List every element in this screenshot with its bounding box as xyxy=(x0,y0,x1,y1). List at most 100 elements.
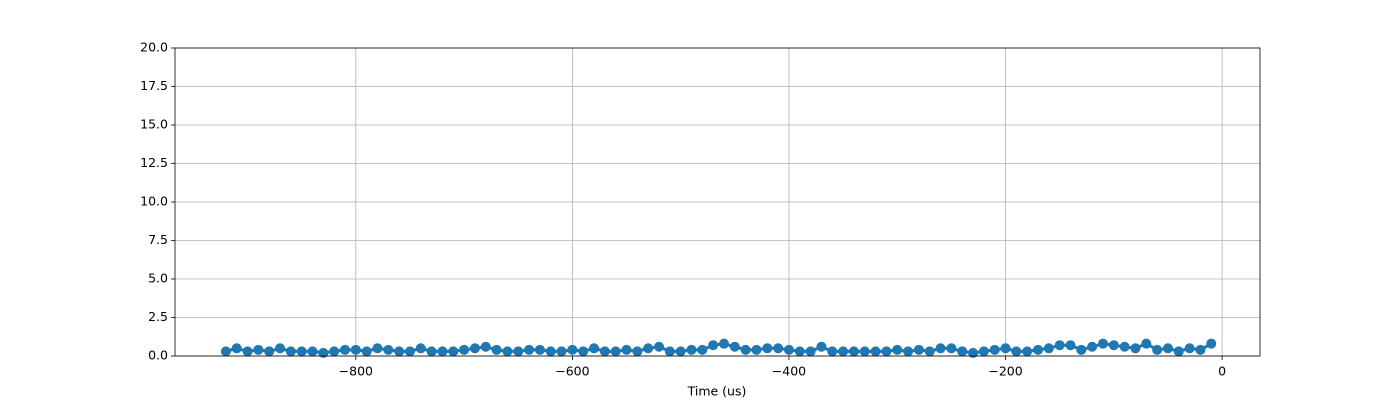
point xyxy=(654,341,665,352)
point xyxy=(881,346,892,357)
point xyxy=(459,344,470,355)
point xyxy=(697,344,708,355)
point xyxy=(589,343,600,354)
point xyxy=(816,341,827,352)
point xyxy=(1065,340,1076,351)
x-tick-label: −400 xyxy=(772,364,806,379)
x-tick-label: −800 xyxy=(339,364,373,379)
point xyxy=(1162,343,1173,354)
point xyxy=(859,346,870,357)
point xyxy=(350,344,361,355)
x-tick-label: −600 xyxy=(555,364,589,379)
point xyxy=(1206,338,1217,349)
y-tick-label: 2.5 xyxy=(148,309,168,324)
point xyxy=(643,343,654,354)
y-tick-label: 20.0 xyxy=(140,40,168,55)
point xyxy=(989,344,1000,355)
point xyxy=(1033,344,1044,355)
point xyxy=(372,343,383,354)
y-tick-label: 0.0 xyxy=(148,348,168,363)
point xyxy=(827,346,838,357)
point xyxy=(1119,341,1130,352)
point xyxy=(729,341,740,352)
point xyxy=(340,344,351,355)
point xyxy=(664,346,675,357)
point xyxy=(599,346,610,357)
point xyxy=(394,346,405,357)
point xyxy=(632,346,643,357)
point xyxy=(513,346,524,357)
point xyxy=(1195,344,1206,355)
point xyxy=(1000,343,1011,354)
point xyxy=(253,344,264,355)
point xyxy=(1097,338,1108,349)
point xyxy=(275,343,286,354)
point xyxy=(838,346,849,357)
point xyxy=(502,346,513,357)
point xyxy=(264,346,275,357)
point xyxy=(437,346,448,357)
x-tick-label: −200 xyxy=(988,364,1022,379)
x-axis-label: Time (us) xyxy=(687,384,747,399)
point xyxy=(1130,343,1141,354)
point xyxy=(556,346,567,357)
point xyxy=(924,346,935,357)
point xyxy=(1087,341,1098,352)
point xyxy=(426,346,437,357)
point xyxy=(848,346,859,357)
point xyxy=(718,338,729,349)
point xyxy=(524,344,535,355)
point xyxy=(783,344,794,355)
point xyxy=(578,346,589,357)
point xyxy=(545,346,556,357)
point xyxy=(296,346,307,357)
point xyxy=(480,341,491,352)
y-tick-label: 15.0 xyxy=(140,117,168,132)
point xyxy=(469,343,480,354)
point xyxy=(491,344,502,355)
point xyxy=(762,343,773,354)
point xyxy=(404,346,415,357)
plot-frame xyxy=(174,47,1261,357)
point xyxy=(935,343,946,354)
point xyxy=(383,344,394,355)
point xyxy=(610,346,621,357)
point xyxy=(903,346,914,357)
y-tick-label: 5.0 xyxy=(148,271,168,286)
point xyxy=(773,343,784,354)
point xyxy=(361,346,372,357)
point xyxy=(220,346,231,357)
point xyxy=(1108,340,1119,351)
point xyxy=(1076,344,1087,355)
point xyxy=(1184,343,1195,354)
point xyxy=(1141,338,1152,349)
y-tick-label: 7.5 xyxy=(148,232,168,247)
y-tick-label: 12.5 xyxy=(140,155,168,170)
point xyxy=(751,344,762,355)
point xyxy=(318,347,329,358)
point xyxy=(415,343,426,354)
point xyxy=(870,346,881,357)
point xyxy=(567,344,578,355)
point xyxy=(1022,346,1033,357)
point xyxy=(675,346,686,357)
point xyxy=(686,344,697,355)
point xyxy=(708,340,719,351)
point xyxy=(913,344,924,355)
point xyxy=(1152,344,1163,355)
point xyxy=(231,343,242,354)
x-tick-label: 0 xyxy=(1218,364,1226,379)
point xyxy=(892,344,903,355)
point xyxy=(285,346,296,357)
y-tick-label: 17.5 xyxy=(140,78,168,93)
point xyxy=(242,346,253,357)
point xyxy=(794,346,805,357)
point xyxy=(307,346,318,357)
point xyxy=(1011,346,1022,357)
point xyxy=(978,346,989,357)
point xyxy=(968,347,979,358)
point xyxy=(534,344,545,355)
point xyxy=(329,346,340,357)
point xyxy=(805,346,816,357)
